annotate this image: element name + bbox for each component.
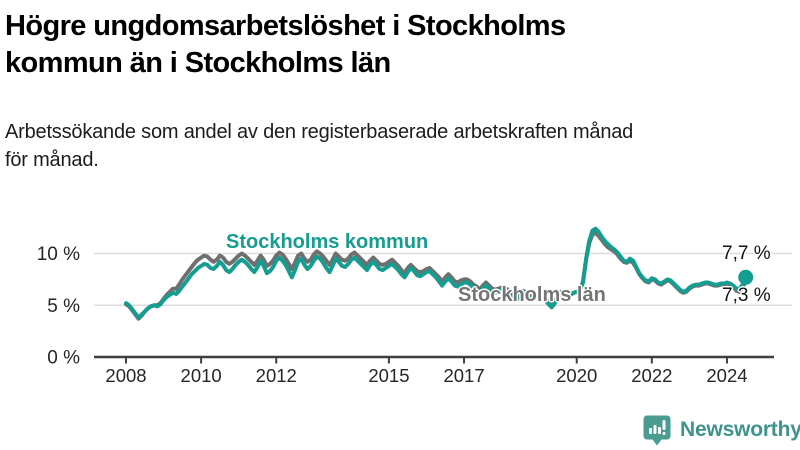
series-label-stockholms-kommun: Stockholms kommun [226,231,429,253]
end-value-label-lan: 7,3 % [722,285,771,306]
y-tick-label-0: 0 % [47,348,80,369]
end-dot-kommun [738,269,754,285]
end-value-label-kommun: 7,7 % [722,243,771,264]
series-label-stockholms-lan: Stockholms län [458,284,606,306]
subtitle-line-2: för månad. [5,149,99,171]
y-tick-label-10: 10 % [37,244,80,265]
x-tick-label-2022: 2022 [631,365,672,386]
newsworthy-logo-text: Newsworthy [680,418,800,441]
x-tick-label-2008: 2008 [105,365,146,386]
title-line-1: Högre ungdomsarbetslöshet i Stockholms [5,10,566,42]
x-tick-label-2010: 2010 [181,365,222,386]
line-kommun [124,226,748,320]
newsworthy-icon [643,415,671,446]
x-tick-label-2020: 2020 [556,365,597,386]
x-tick-label-2017: 2017 [443,365,484,386]
subtitle-line-1: Arbetssökande som andel av den registerb… [5,121,634,143]
x-tick-label-2015: 2015 [368,365,409,386]
y-tick-label-5: 5 % [47,296,80,317]
title-line-2: kommun än i Stockholms län [5,47,391,79]
page-title: Högre ungdomsarbetslöshet i Stockholms k… [5,8,745,82]
x-tick-label-2024: 2024 [706,365,747,386]
x-tick-label-2012: 2012 [256,365,297,386]
newsworthy-logo[interactable]: Newsworthy [643,414,800,446]
chart-subtitle: Arbetssökande som andel av den registerb… [5,118,795,174]
